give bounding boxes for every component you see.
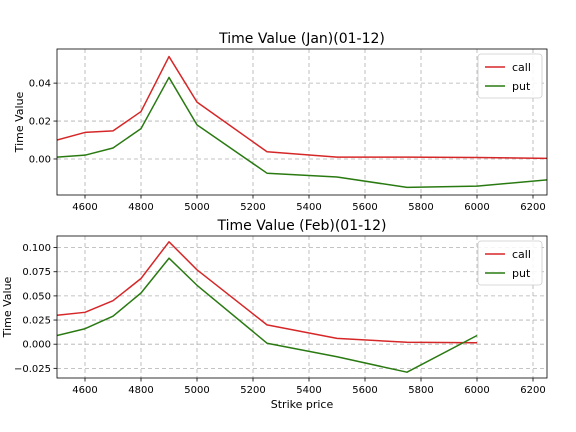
legend-label-put: put [512,80,531,93]
x-tick-label: 4600 [72,385,97,396]
series-line-put [57,76,547,189]
x-tick-label: 5600 [352,202,377,213]
legend: call put [477,53,543,99]
gridlines [57,49,547,195]
x-tick-label: 4800 [128,202,153,213]
legend: call put [477,240,543,286]
x-tick-label: 5200 [240,385,265,396]
x-tick-label: 4600 [72,202,97,213]
y-tick-label: 0.00 [29,154,51,165]
x-tick-label: 5800 [408,202,433,213]
y-tick-label: 0.050 [22,291,51,302]
chart-title: Time Value (Jan)(01-12) [218,31,385,47]
y-tick-label: −0.025 [14,364,51,375]
y-tick-label: 0.075 [22,267,51,278]
gridlines [57,236,547,378]
y-tick-label: 0.02 [29,117,51,128]
series-line-put [57,257,478,373]
series-line-call [57,241,478,344]
legend-label-call: call [512,248,531,261]
y-axis-label: Time Value [13,91,26,153]
x-tick-label: 4800 [128,385,153,396]
x-tick-label: 5400 [296,202,321,213]
chart-panel-2: 4600 4800 5000 5200 5400 5600 5800 6000 6200 −0.0… [1,218,548,411]
y-tick-label: 0.025 [22,316,51,327]
legend-box [477,53,543,99]
legend-label-put: put [512,267,531,280]
y-axis-label: Time Value [1,276,14,338]
y-tick-label: 0.04 [29,79,51,90]
chart-title: Time Value (Feb)(01-12) [217,218,387,234]
legend-label-call: call [512,61,531,74]
y-tick-label: 0.100 [22,243,51,254]
x-tick-label: 6000 [464,385,489,396]
legend-box [477,240,543,286]
x-tick-label: 6200 [520,385,545,396]
chart-panel-1: 4600 4800 5000 5200 5400 5600 5800 6000 6200 0.00… [13,31,548,213]
x-tick-label: 5600 [352,385,377,396]
y-tick-label: 0.000 [22,340,51,351]
x-tick-label: 5800 [408,385,433,396]
x-tick-label: 5400 [296,385,321,396]
x-tick-label: 5000 [184,202,209,213]
x-tick-label: 5200 [240,202,265,213]
axes-frame [56,235,548,379]
x-tick-label: 5000 [184,385,209,396]
x-tick-label: 6000 [464,202,489,213]
series-line-call [57,55,547,160]
x-axis-label: Strike price [271,398,334,411]
axes-frame [56,48,548,196]
x-tick-label: 6200 [520,202,545,213]
